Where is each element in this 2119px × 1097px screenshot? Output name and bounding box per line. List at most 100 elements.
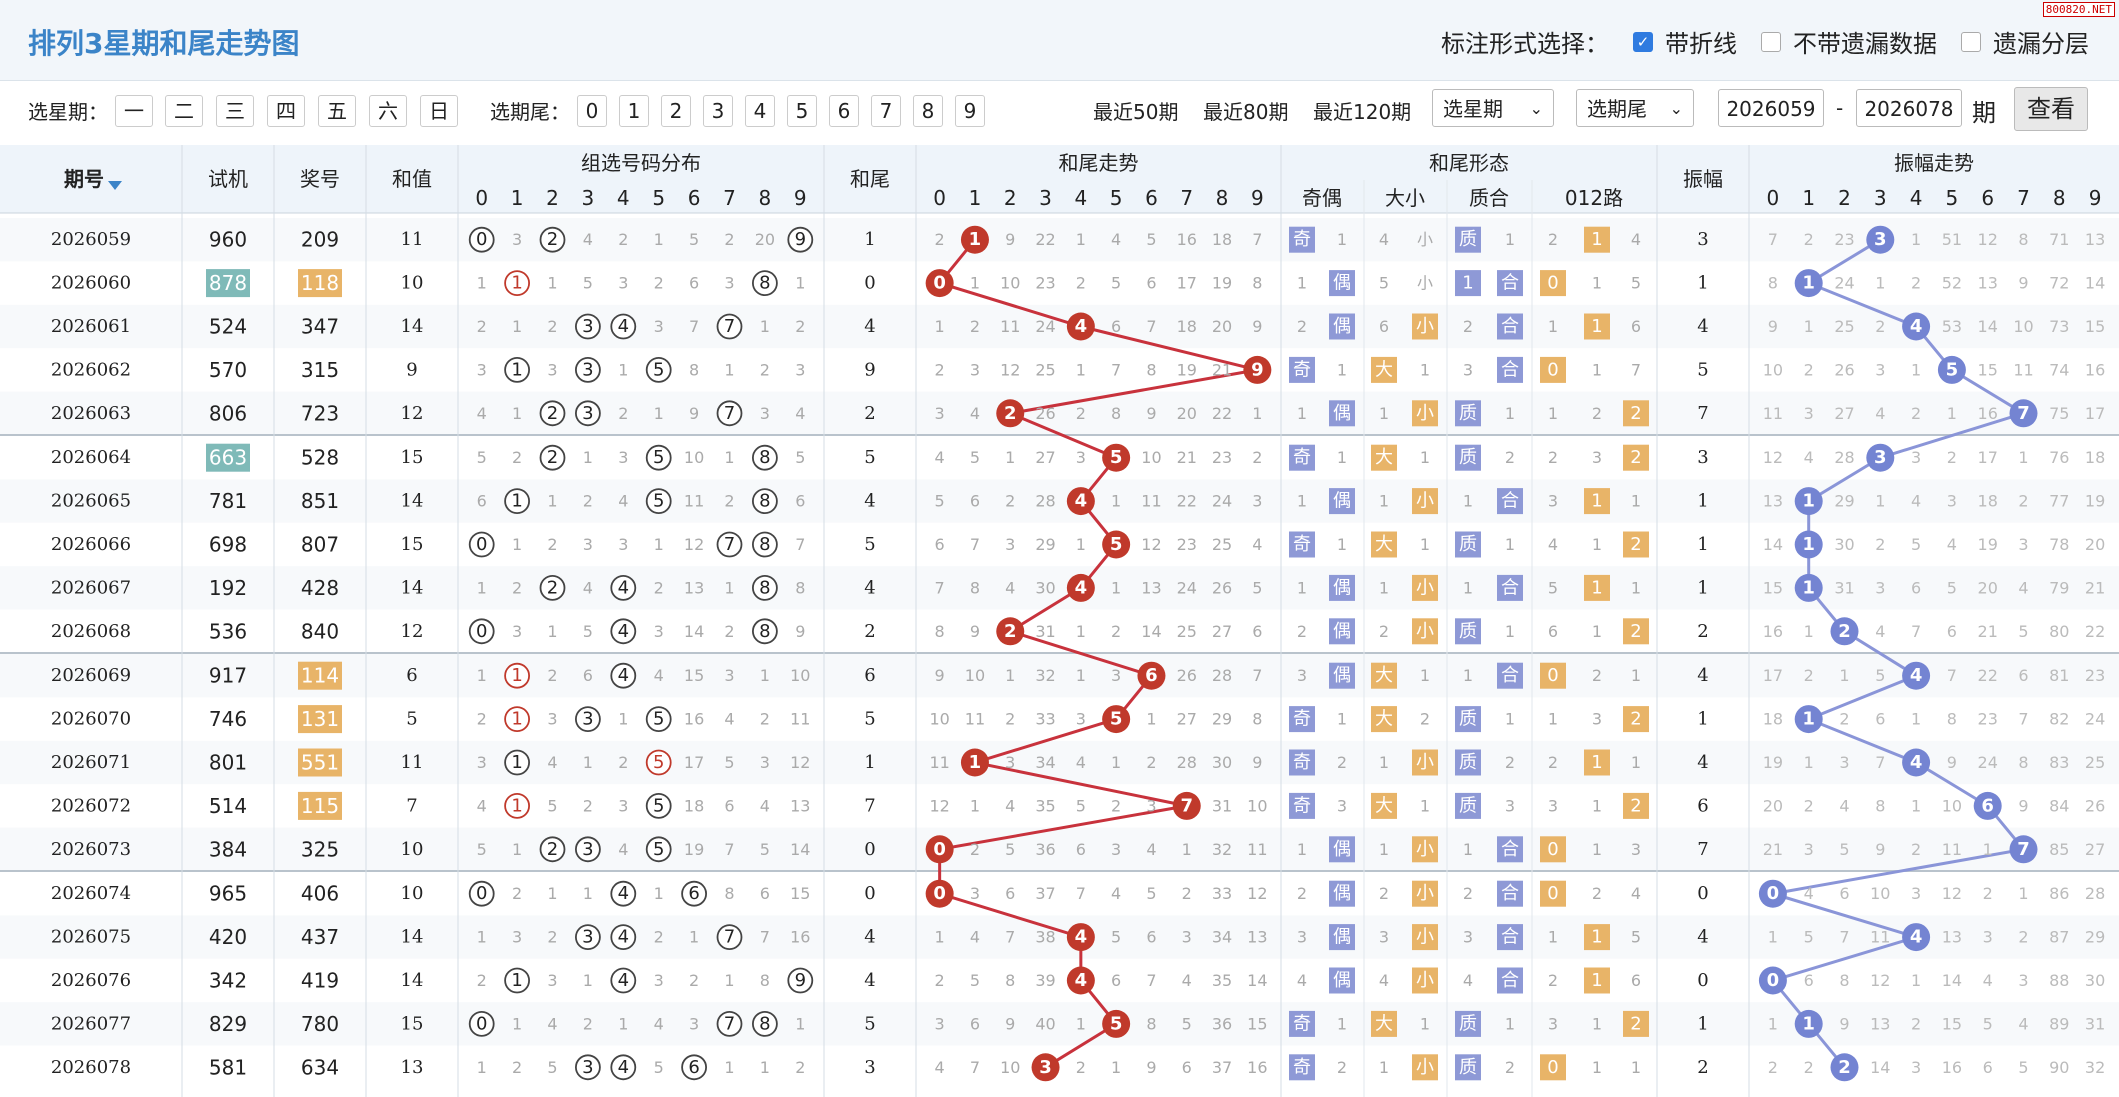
distribution-value: 1 <box>511 491 522 512</box>
distribution-value: 5 <box>653 839 664 860</box>
tail-7-button[interactable]: 7 <box>871 95 901 127</box>
amplitude-value: 7 <box>1697 403 1708 424</box>
omission-value: 4 <box>1631 884 1641 903</box>
form-badge-value: 小 <box>1416 1057 1434 1078</box>
omission-value: 1 <box>477 666 487 685</box>
chevron-down-icon: ⌄ <box>1669 99 1683 118</box>
from-issue-input[interactable]: 2026059 <box>1718 89 1824 127</box>
distribution-ball <box>539 226 566 253</box>
form-badge <box>1412 313 1438 340</box>
omission-value: 4 <box>618 840 628 859</box>
recent-80-link[interactable]: 最近80期 <box>1203 100 1289 124</box>
filter-toolbar: 选星期： 选期尾： 最近50期 最近80期 最近120期 选星期 ⌄ 选期尾 ⌄ 2… <box>0 81 2119 143</box>
distribution-ball <box>504 967 530 994</box>
week-day-2-button[interactable]: 二 <box>165 95 203 127</box>
omission-value: 1 <box>477 274 487 293</box>
omission-value: 31 <box>1212 796 1232 815</box>
form-badge-value: 质 <box>1459 1013 1477 1034</box>
week-day-1-button[interactable]: 一 <box>115 95 153 127</box>
tail-8-button[interactable]: 8 <box>913 95 943 127</box>
omission-value: 1 <box>1548 404 1558 423</box>
omission-value: 10 <box>929 710 949 729</box>
polyline-option-label[interactable]: 带折线 <box>1665 30 1737 58</box>
omission-value: 1 <box>654 404 664 423</box>
tail-9-button[interactable]: 9 <box>955 95 985 127</box>
omission-value: 1 <box>1548 710 1558 729</box>
tail-select[interactable]: 选期尾 ⌄ <box>1576 89 1694 127</box>
week-day-5-button[interactable]: 五 <box>318 95 356 127</box>
tail-5-button[interactable]: 5 <box>787 95 817 127</box>
omission-value: 2 <box>1111 796 1121 815</box>
week-select[interactable]: 选星期 ⌄ <box>1432 89 1554 127</box>
omission-layer-option-label[interactable]: 遗漏分层 <box>1993 30 2089 58</box>
omission-value: 29 <box>1834 492 1854 511</box>
form-badge-value: 大 <box>1375 359 1393 380</box>
tail-2-button[interactable]: 2 <box>661 95 691 127</box>
omission-value: 1 <box>935 928 945 947</box>
recent-120-link[interactable]: 最近120期 <box>1313 100 1412 124</box>
form-badge-value: 小 <box>1416 752 1434 773</box>
omission-value: 9 <box>1146 1058 1156 1077</box>
omission-value: 1 <box>1111 578 1121 597</box>
week-day-6-button[interactable]: 六 <box>369 95 407 127</box>
form-badge <box>1455 226 1481 253</box>
trial-number: 878 <box>209 271 247 295</box>
omission-value: 2 <box>1911 1014 1921 1033</box>
row-background <box>0 304 2119 349</box>
distribution-value: 5 <box>653 795 664 816</box>
distribution-value: 6 <box>688 883 699 904</box>
to-issue-input[interactable]: 2026078 <box>1856 89 1962 127</box>
omission-value: 1 <box>1076 1014 1086 1033</box>
view-button[interactable]: 查看 <box>2014 87 2088 131</box>
week-day-3-button[interactable]: 三 <box>216 95 254 127</box>
amplitude-ball-value: 7 <box>2017 403 2030 424</box>
omission-layer-checkbox[interactable] <box>1961 31 1981 52</box>
tail-0-button[interactable]: 0 <box>577 95 607 127</box>
distribution-ball <box>681 880 707 907</box>
distribution-ball <box>610 313 637 340</box>
recent-50-link[interactable]: 最近50期 <box>1093 100 1179 124</box>
week-day-4-button[interactable]: 四 <box>267 95 305 127</box>
distribution-ball <box>610 662 637 689</box>
omission-value: 1 <box>1420 666 1430 685</box>
omission-value: 5 <box>1804 928 1814 947</box>
tail-6-button[interactable]: 6 <box>829 95 859 127</box>
tail-3-button[interactable]: 3 <box>703 95 733 127</box>
distribution-ball <box>504 749 530 776</box>
distribution-value: 7 <box>724 534 735 555</box>
tail-1-button[interactable]: 1 <box>619 95 649 127</box>
form-badge-value: 1 <box>1591 491 1602 512</box>
form-badge-value: 质 <box>1459 1057 1477 1078</box>
row-background <box>0 218 2119 262</box>
omission-value: 2 <box>477 317 487 336</box>
polyline-checkbox[interactable]: ✓ <box>1633 31 1653 52</box>
omission-value: 3 <box>1804 840 1814 859</box>
omission-value: 5 <box>583 274 593 293</box>
omission-value: 17 <box>1978 448 1998 467</box>
no-omission-option-label[interactable]: 不带遗漏数据 <box>1793 30 1937 58</box>
trend-ball-value: 3 <box>1039 1057 1052 1078</box>
omission-value: 10 <box>1870 884 1890 903</box>
omission-value: 9 <box>1005 1014 1015 1033</box>
form-badge-value: 0 <box>1547 839 1558 860</box>
form-badge-value: 偶 <box>1333 316 1351 337</box>
omission-value: 10 <box>2013 317 2033 336</box>
omission-value: 2 <box>1548 753 1558 772</box>
omission-value: 27 <box>1035 448 1055 467</box>
omission-value: 4 <box>1983 971 1993 990</box>
form-badge-value: 质 <box>1459 229 1477 250</box>
form-badge-value: 偶 <box>1333 491 1351 512</box>
omission-value: 3 <box>760 753 770 772</box>
week-day-7-button[interactable]: 日 <box>420 95 458 127</box>
omission-value: 2 <box>477 971 487 990</box>
trial-number: 698 <box>209 533 247 557</box>
omission-value: 8 <box>2018 753 2028 772</box>
no-omission-checkbox[interactable] <box>1761 31 1781 52</box>
omission-value: 1 <box>1379 1058 1389 1077</box>
issue-number: 2026061 <box>51 316 131 337</box>
omission-value: 3 <box>1297 666 1307 685</box>
omission-value: 1 <box>512 535 522 554</box>
amplitude-ball-value: 7 <box>2017 839 2030 860</box>
tail-4-button[interactable]: 4 <box>745 95 775 127</box>
distribution-value: 4 <box>618 927 629 948</box>
